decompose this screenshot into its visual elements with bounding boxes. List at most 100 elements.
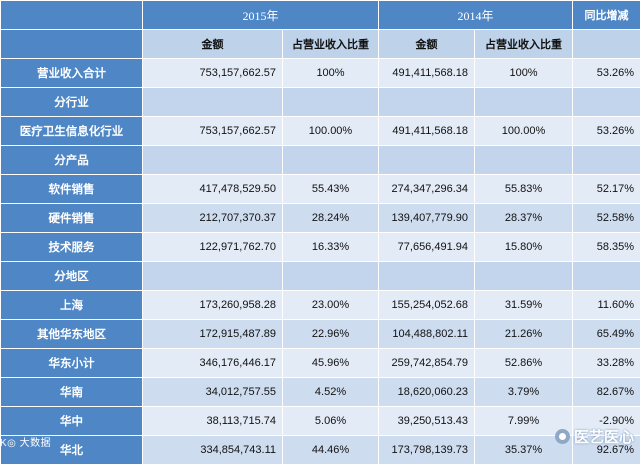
row-label: 分行业 — [1, 88, 143, 117]
yoy-cell: 53.26% — [573, 117, 640, 146]
amount-2015-header: 金额 — [143, 30, 283, 59]
row-label: 华南 — [1, 378, 143, 407]
watermark-right-text: 医艺医心 — [574, 426, 634, 447]
amount-2014-cell — [379, 262, 475, 291]
yoy-cell: 53.26% — [573, 59, 640, 88]
amount-2014-cell: 18,620,060.23 — [379, 378, 475, 407]
amount-2015-cell: 172,915,487.89 — [143, 320, 283, 349]
amount-2014-cell: 39,250,513.43 — [379, 407, 475, 436]
yoy-cell: 65.49% — [573, 320, 640, 349]
amount-2015-cell: 122,971,762.70 — [143, 233, 283, 262]
yoy-header: 同比增减 — [573, 1, 640, 30]
amount-2014-header: 金额 — [379, 30, 475, 59]
share-2014-cell: 55.83% — [475, 175, 573, 204]
amount-2015-cell: 753,157,662.57 — [143, 59, 283, 88]
yoy-cell — [573, 262, 640, 291]
amount-2015-cell: 346,176,446.17 — [143, 349, 283, 378]
amount-2015-cell — [143, 88, 283, 117]
watermark-left: K◎ 大数据 — [0, 434, 51, 449]
share-2014-cell — [475, 88, 573, 117]
share-2014-cell: 100% — [475, 59, 573, 88]
amount-2015-cell: 417,478,529.50 — [143, 175, 283, 204]
amount-2014-cell — [379, 88, 475, 117]
yoy-cell: 58.35% — [573, 233, 640, 262]
amount-2014-cell — [379, 146, 475, 175]
share-2015-header: 占营业收入比重 — [283, 30, 379, 59]
yoy-cell — [573, 88, 640, 117]
row-label: 上海 — [1, 291, 143, 320]
yoy-cell: 52.58% — [573, 204, 640, 233]
subheader-row: 金额 占营业收入比重 金额 占营业收入比重 — [1, 30, 640, 59]
share-2014-cell: 100.00% — [475, 117, 573, 146]
share-2015-cell — [283, 146, 379, 175]
year-2014-header: 2014年 — [379, 1, 573, 30]
share-2014-cell: 31.59% — [475, 291, 573, 320]
row-label: 技术服务 — [1, 233, 143, 262]
corner-cell — [1, 1, 143, 30]
share-2014-cell: 15.80% — [475, 233, 573, 262]
yoy-cell: 33.28% — [573, 349, 640, 378]
amount-2015-cell: 334,854,743.11 — [143, 436, 283, 465]
amount-2015-cell: 753,157,662.57 — [143, 117, 283, 146]
share-2014-header: 占营业收入比重 — [475, 30, 573, 59]
amount-2015-cell: 34,012,757.55 — [143, 378, 283, 407]
share-2014-cell: 3.79% — [475, 378, 573, 407]
share-2015-cell — [283, 88, 379, 117]
share-2014-cell: 21.26% — [475, 320, 573, 349]
row-label: 其他华东地区 — [1, 320, 143, 349]
share-2015-cell: 16.33% — [283, 233, 379, 262]
amount-2014-cell: 491,411,568.18 — [379, 59, 475, 88]
row-label: 分产品 — [1, 146, 143, 175]
share-2015-cell — [283, 262, 379, 291]
share-2015-cell: 44.46% — [283, 436, 379, 465]
table-row: 分行业 — [1, 88, 640, 117]
yoy-cell: 11.60% — [573, 291, 640, 320]
share-2015-cell: 22.96% — [283, 320, 379, 349]
year-2015-header: 2015年 — [143, 1, 379, 30]
amount-2014-cell: 77,656,491.94 — [379, 233, 475, 262]
year-header-row: 2015年 2014年 同比增减 — [1, 1, 640, 30]
amount-2014-cell: 274,347,296.34 — [379, 175, 475, 204]
share-2015-cell: 28.24% — [283, 204, 379, 233]
row-label: 华中 — [1, 407, 143, 436]
amount-2015-cell: 38,113,715.74 — [143, 407, 283, 436]
share-2014-cell — [475, 262, 573, 291]
yoy-subheader-cell — [573, 30, 640, 59]
row-label: 软件销售 — [1, 175, 143, 204]
wechat-icon — [555, 429, 570, 444]
amount-2014-cell: 139,407,779.90 — [379, 204, 475, 233]
table-row: 分地区 — [1, 262, 640, 291]
watermark-right: 医艺医心 — [555, 426, 634, 447]
amount-2015-cell: 212,707,370.37 — [143, 204, 283, 233]
share-2015-cell: 45.96% — [283, 349, 379, 378]
share-2015-cell: 5.06% — [283, 407, 379, 436]
share-2014-cell — [475, 146, 573, 175]
amount-2014-cell: 155,254,052.68 — [379, 291, 475, 320]
row-label: 医疗卫生信息化行业 — [1, 117, 143, 146]
amount-2014-cell: 104,488,802.11 — [379, 320, 475, 349]
share-2015-cell: 4.52% — [283, 378, 379, 407]
amount-2015-cell: 173,260,958.28 — [143, 291, 283, 320]
amount-2015-cell — [143, 146, 283, 175]
row-label: 分地区 — [1, 262, 143, 291]
row-label: 硬件销售 — [1, 204, 143, 233]
yoy-cell: 82.67% — [573, 378, 640, 407]
share-2015-cell: 100% — [283, 59, 379, 88]
amount-2014-cell: 173,798,139.73 — [379, 436, 475, 465]
subheader-blank-cell — [1, 30, 143, 59]
share-2015-cell: 55.43% — [283, 175, 379, 204]
row-label: 营业收入合计 — [1, 59, 143, 88]
yoy-cell: 52.17% — [573, 175, 640, 204]
